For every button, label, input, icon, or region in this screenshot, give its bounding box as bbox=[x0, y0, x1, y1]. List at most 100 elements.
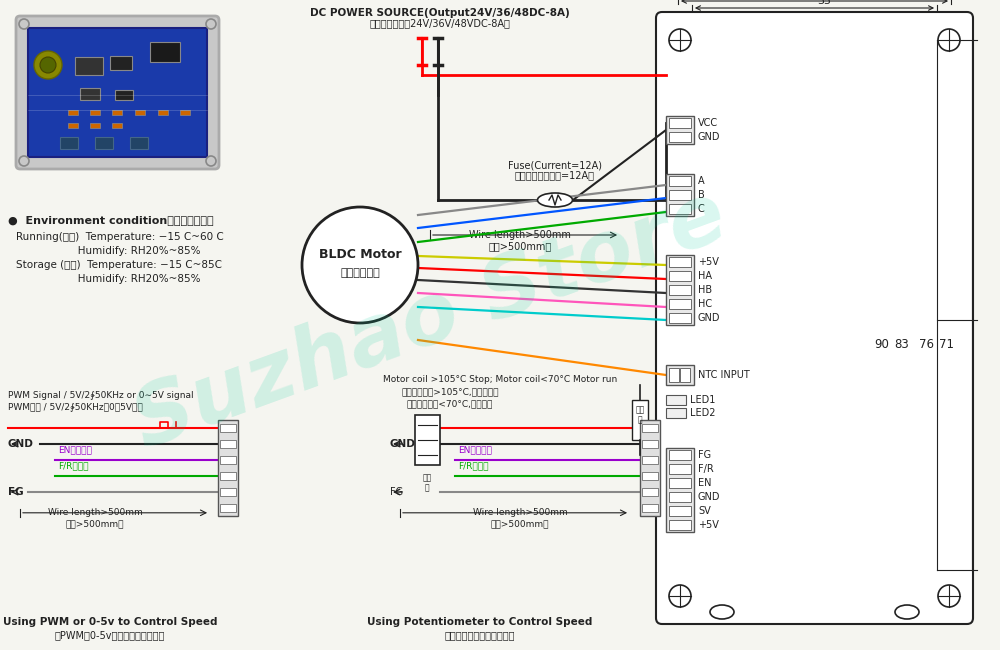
Bar bbox=[669, 118, 691, 128]
Bar bbox=[669, 450, 691, 460]
Bar bbox=[666, 116, 694, 144]
Bar bbox=[220, 456, 236, 464]
Bar bbox=[28, 28, 207, 157]
Text: PWM Signal / 5V/2∲50KHz or 0∼5V signal: PWM Signal / 5V/2∲50KHz or 0∼5V signal bbox=[8, 391, 194, 400]
Text: EN电机启停: EN电机启停 bbox=[58, 445, 92, 454]
Bar bbox=[60, 137, 78, 149]
Text: +5V: +5V bbox=[698, 257, 719, 267]
Bar bbox=[218, 420, 238, 516]
Bar bbox=[669, 190, 691, 200]
Text: VCC: VCC bbox=[698, 118, 718, 128]
Circle shape bbox=[206, 156, 216, 166]
Bar bbox=[669, 464, 691, 474]
Text: LED1: LED1 bbox=[690, 395, 715, 405]
Text: LED2: LED2 bbox=[690, 408, 716, 418]
Text: 电位
器: 电位 器 bbox=[422, 473, 432, 493]
Text: Humidify: RH20%~85%: Humidify: RH20%~85% bbox=[16, 246, 200, 256]
Text: 71: 71 bbox=[940, 339, 954, 352]
Text: ●  Environment condition（环境条件）：: ● Environment condition（环境条件）： bbox=[8, 215, 214, 225]
Text: GND: GND bbox=[698, 132, 720, 142]
Text: NTC INPUT: NTC INPUT bbox=[698, 370, 750, 380]
Text: 电机线圈温度<70°C,电机工作: 电机线圈温度<70°C,电机工作 bbox=[407, 400, 493, 408]
Text: Running(运转)  Temperature: −15 C~60 C: Running(运转) Temperature: −15 C~60 C bbox=[16, 232, 224, 242]
Text: Wire length>500mm: Wire length>500mm bbox=[48, 508, 142, 517]
Circle shape bbox=[19, 19, 29, 29]
Text: Motor coil >105°C Stop; Motor coil<70°C Motor run: Motor coil >105°C Stop; Motor coil<70°C … bbox=[383, 376, 617, 385]
Circle shape bbox=[938, 29, 960, 51]
Bar bbox=[75, 57, 103, 75]
Bar bbox=[220, 488, 236, 496]
Bar bbox=[68, 123, 78, 128]
Bar bbox=[669, 520, 691, 530]
Bar bbox=[669, 492, 691, 502]
Text: 线长>500mm时: 线长>500mm时 bbox=[488, 241, 552, 251]
Bar bbox=[642, 424, 658, 432]
Bar bbox=[669, 204, 691, 214]
Circle shape bbox=[19, 156, 29, 166]
Bar bbox=[669, 257, 691, 267]
Text: GND: GND bbox=[8, 439, 34, 449]
Bar bbox=[135, 110, 145, 115]
Text: +5V: +5V bbox=[698, 520, 719, 530]
Bar bbox=[80, 88, 100, 100]
Text: SV: SV bbox=[698, 506, 711, 516]
Text: 用PWM扩0-5v控制转速的接线方法: 用PWM扩0-5v控制转速的接线方法 bbox=[55, 630, 165, 640]
Text: GND: GND bbox=[390, 439, 416, 449]
Bar bbox=[669, 271, 691, 281]
Bar bbox=[68, 110, 78, 115]
Text: HB: HB bbox=[698, 285, 712, 295]
Text: 保险丝（电流容量=12A）: 保险丝（电流容量=12A） bbox=[515, 170, 595, 180]
Circle shape bbox=[206, 19, 216, 29]
Text: 线长>500mm时: 线长>500mm时 bbox=[491, 519, 549, 528]
Bar bbox=[180, 110, 190, 115]
Text: B: B bbox=[698, 190, 705, 200]
Text: 35: 35 bbox=[818, 0, 832, 6]
Text: F/R: F/R bbox=[698, 464, 714, 474]
Text: Suzhao Store: Suzhao Store bbox=[123, 175, 737, 465]
FancyBboxPatch shape bbox=[16, 16, 219, 169]
Bar bbox=[150, 42, 180, 62]
Circle shape bbox=[938, 585, 960, 607]
Ellipse shape bbox=[710, 605, 734, 619]
Bar bbox=[669, 478, 691, 488]
Text: FG: FG bbox=[390, 487, 403, 497]
Bar bbox=[669, 368, 679, 382]
Bar bbox=[220, 440, 236, 448]
Bar bbox=[669, 299, 691, 309]
Text: 电位器控制转速的接线方法: 电位器控制转速的接线方法 bbox=[445, 630, 515, 640]
Bar bbox=[666, 255, 694, 325]
Text: GND: GND bbox=[698, 313, 720, 323]
Text: PWM信号 / 5V/2∲50KHz厘0～5V电压: PWM信号 / 5V/2∲50KHz厘0～5V电压 bbox=[8, 402, 143, 411]
Text: A: A bbox=[698, 176, 705, 186]
Circle shape bbox=[34, 51, 62, 79]
Text: 电机线圈温度>105°C,电机停机；: 电机线圈温度>105°C,电机停机； bbox=[401, 387, 499, 396]
Text: Using PWM or 0-5v to Control Speed: Using PWM or 0-5v to Control Speed bbox=[3, 617, 217, 627]
Text: Humidify: RH20%~85%: Humidify: RH20%~85% bbox=[16, 274, 200, 284]
Bar bbox=[642, 488, 658, 496]
Circle shape bbox=[669, 585, 691, 607]
Text: BLDC Motor: BLDC Motor bbox=[319, 248, 401, 261]
Text: Using Potentiometer to Control Speed: Using Potentiometer to Control Speed bbox=[367, 617, 593, 627]
Bar bbox=[642, 472, 658, 480]
Bar bbox=[680, 368, 690, 382]
Text: HC: HC bbox=[698, 299, 712, 309]
Text: EN: EN bbox=[698, 478, 712, 488]
Bar bbox=[220, 504, 236, 512]
Text: Wire length>500mm: Wire length>500mm bbox=[473, 508, 567, 517]
Bar bbox=[90, 123, 100, 128]
Text: C: C bbox=[698, 204, 705, 214]
Text: HA: HA bbox=[698, 271, 712, 281]
Bar bbox=[90, 110, 100, 115]
Bar bbox=[130, 137, 148, 149]
Bar bbox=[642, 440, 658, 448]
Text: 直流无刷电机: 直流无刷电机 bbox=[340, 268, 380, 278]
Bar bbox=[666, 408, 686, 418]
Bar bbox=[642, 504, 658, 512]
Circle shape bbox=[669, 29, 691, 51]
Text: FG: FG bbox=[8, 487, 24, 497]
Bar bbox=[666, 395, 686, 405]
Ellipse shape bbox=[538, 193, 572, 207]
Text: GND: GND bbox=[698, 492, 720, 502]
Bar bbox=[669, 132, 691, 142]
Bar bbox=[415, 415, 440, 465]
